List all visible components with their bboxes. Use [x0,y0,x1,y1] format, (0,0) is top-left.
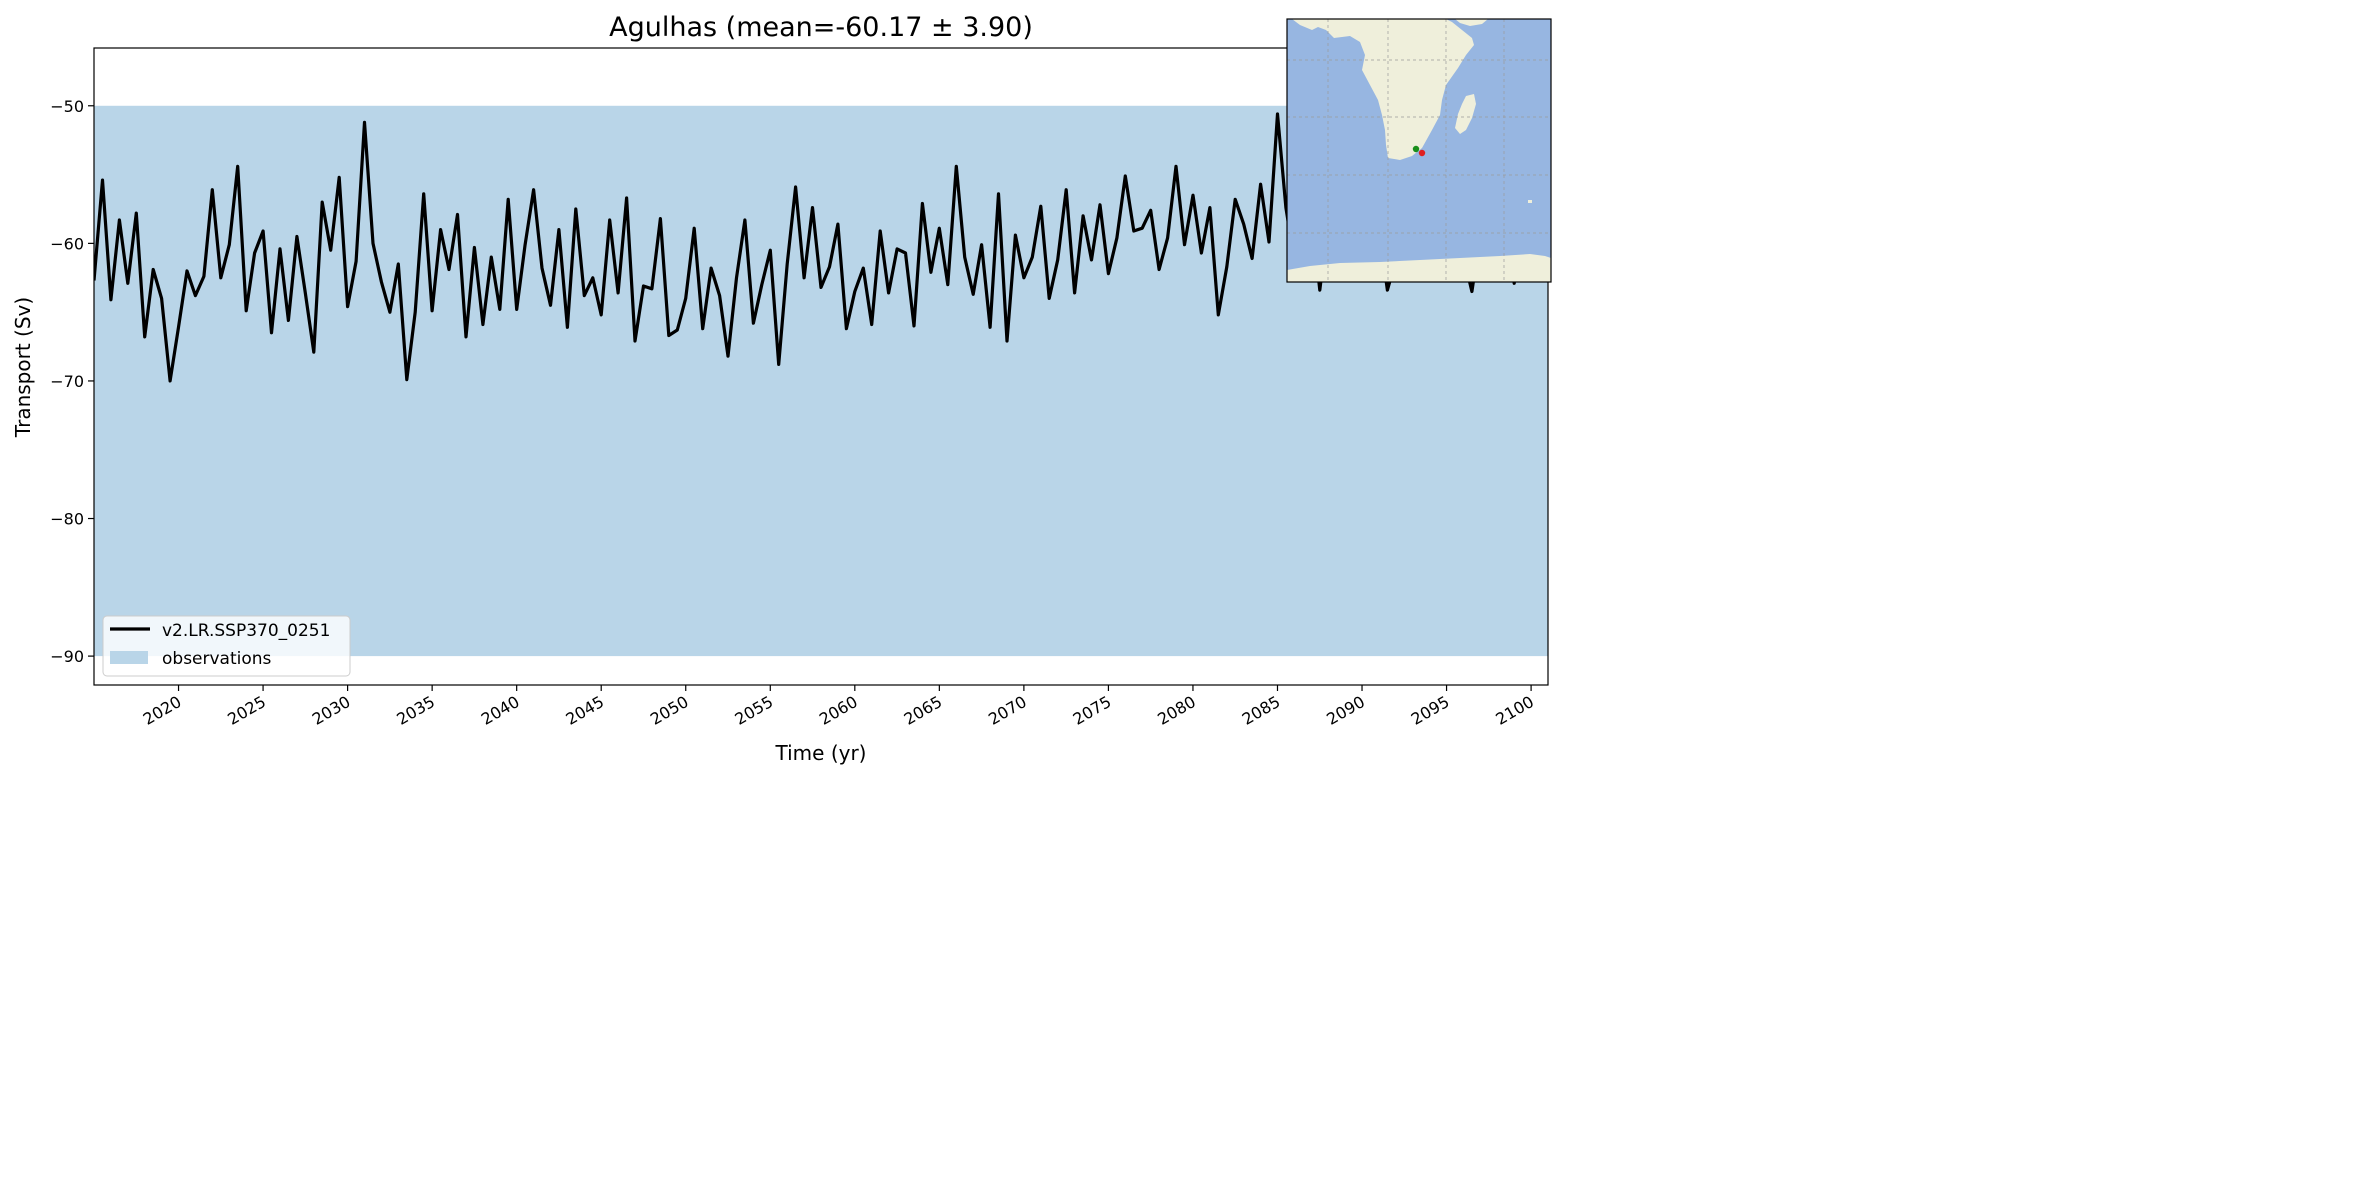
inset-map [1286,18,1552,283]
legend-label-series: v2.LR.SSP370_0251 [162,621,330,641]
x-tick-label: 2050 [647,692,692,729]
x-tick-label: 2025 [224,692,269,729]
map-land-madagascar [1455,94,1476,134]
legend-label-observations: observations [162,649,272,669]
x-tick-label: 2035 [393,692,438,729]
map-land-arabia [1455,19,1488,26]
x-tick-label: 2030 [309,692,354,729]
plot-frame [93,47,1549,686]
y-axis: −50 −60 −70 −80 −90 [50,97,94,666]
inset-map-frame [1286,18,1552,283]
x-tick-label: 2045 [562,692,607,729]
y-tick-label: −50 [50,97,84,116]
map-land-antarctica [1287,254,1551,282]
map-land-island [1528,200,1532,203]
x-tick-label: 2040 [478,692,523,729]
x-tick-label: 2020 [140,692,185,729]
x-axis: 2020 2025 2030 2035 2040 2045 2050 2055 2060 2065… [140,685,1537,729]
x-tick-label: 2075 [1070,692,1115,729]
x-tick-label: 2080 [1154,692,1199,729]
x-tick-label: 2090 [1323,692,1368,729]
y-tick-label: −70 [50,372,84,391]
x-tick-label: 2070 [985,692,1030,729]
x-tick-label: 2100 [1492,692,1537,729]
map-marker-green [1412,145,1420,153]
map-gridlines [1287,19,1551,282]
x-tick-label: 2085 [1239,692,1284,729]
x-axis-label: Time (yr) [775,741,867,765]
legend-band-swatch [110,651,148,664]
chart: Agulhas (mean=-60.17 ± 3.90) 2020 2025 203… [11,12,1552,765]
map-land-africa [1287,19,1474,160]
x-tick-label: 2055 [732,692,777,729]
chart-title: Agulhas (mean=-60.17 ± 3.90) [609,12,1033,43]
y-axis-label: Transport (Sv) [11,297,35,438]
y-tick-label: −80 [50,510,84,529]
x-tick-label: 2060 [816,692,861,729]
y-tick-label: −60 [50,234,84,253]
legend: v2.LR.SSP370_0251 observations [102,615,351,677]
y-tick-label: −90 [50,647,84,666]
map-marker-red [1418,149,1426,157]
x-tick-label: 2065 [901,692,946,729]
legend-box [102,615,351,677]
x-tick-label: 2095 [1408,692,1453,729]
